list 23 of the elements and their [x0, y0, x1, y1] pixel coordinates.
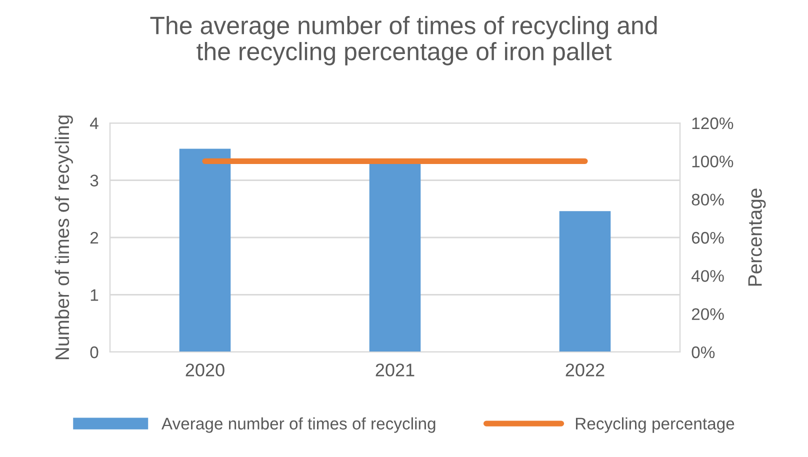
x-tick-label: 2022: [566, 364, 604, 376]
y2-tick-label: 20%: [692, 308, 724, 320]
y2-tick-label: 120%: [692, 117, 734, 130]
y2-tick-label: 100%: [692, 156, 734, 168]
bar: [179, 148, 231, 352]
y-tick-label: 3: [90, 174, 98, 186]
y2-axis-title: Percentage: [748, 188, 766, 286]
bar: [369, 163, 421, 352]
y-axis-title: Number of times of recycling: [54, 116, 73, 360]
y2-tick-label: 0%: [692, 346, 715, 358]
x-tick-label: 2021: [376, 364, 414, 376]
y2-tick-label: 60%: [692, 232, 724, 244]
y2-tick-label: 40%: [691, 270, 724, 282]
y-tick-label: 2: [90, 232, 98, 244]
y2-tick-label: 80%: [692, 194, 724, 206]
y-tick-label: 1: [90, 289, 98, 301]
y-tick-label: 0: [90, 346, 98, 358]
chart-title: The average number of times of recycling and the recycling percentage of iron pallet: [150, 16, 657, 66]
legend-label: Recycling percentage: [576, 417, 734, 433]
y-tick-label: 4: [90, 118, 98, 130]
x-tick-label: 2020: [186, 364, 224, 376]
legend-label: Average number of times of recycling: [161, 417, 436, 433]
bar: [559, 211, 611, 352]
